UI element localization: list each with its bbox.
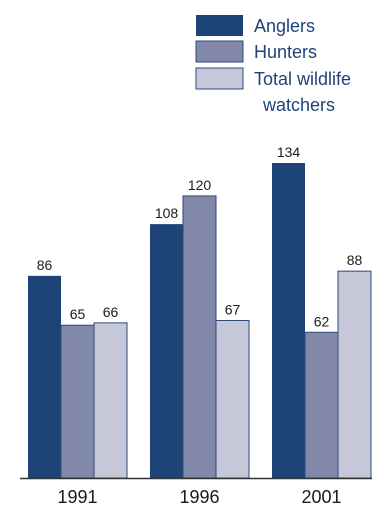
bar-hunters-2001 — [304, 331, 339, 479]
x-tick-label-1996: 1996 — [179, 487, 219, 507]
bar-anglers-2001 — [272, 163, 305, 478]
value-label-hunters-1996: 120 — [188, 177, 212, 193]
bar-total-wildlife-watchers-2001 — [337, 270, 372, 479]
bar-anglers-1996 — [150, 224, 183, 478]
value-labels: 86 108 134 65 120 62 66 67 88 — [37, 144, 363, 329]
legend-label-anglers: Anglers — [254, 16, 315, 36]
value-label-total-wildlife-watchers-1991: 66 — [103, 304, 119, 320]
legend-label-total-wildlife-watchers: Total wildlife — [254, 69, 351, 89]
bar-hunters-1991 — [60, 324, 95, 479]
bar-anglers-1991 — [28, 275, 61, 478]
legend-swatch-anglers — [196, 15, 243, 36]
x-tick-label-2001: 2001 — [301, 487, 341, 507]
bar-hunters-1996 — [182, 195, 217, 479]
x-tick-label-1991: 1991 — [57, 487, 97, 507]
bars — [28, 163, 372, 479]
x-tick-labels: 1991 1996 2001 — [57, 487, 341, 507]
bar-total-wildlife-watchers-1991 — [93, 322, 128, 479]
value-label-hunters-1991: 65 — [70, 306, 86, 322]
value-label-anglers-2001: 134 — [277, 144, 301, 160]
legend: Anglers Hunters Total wildlife watchers — [195, 15, 351, 115]
value-label-anglers-1996: 108 — [155, 205, 179, 221]
bar-total-wildlife-watchers-1996 — [215, 320, 250, 479]
legend-label-total-wildlife-watchers-line2: watchers — [262, 95, 335, 115]
value-label-total-wildlife-watchers-1996: 67 — [225, 302, 241, 318]
value-label-total-wildlife-watchers-2001: 88 — [347, 252, 363, 268]
legend-label-hunters: Hunters — [254, 42, 317, 62]
legend-swatch-hunters — [195, 40, 244, 63]
legend-swatch-total-wildlife-watchers — [195, 67, 244, 90]
value-label-hunters-2001: 62 — [314, 313, 330, 329]
value-label-anglers-1991: 86 — [37, 257, 53, 273]
